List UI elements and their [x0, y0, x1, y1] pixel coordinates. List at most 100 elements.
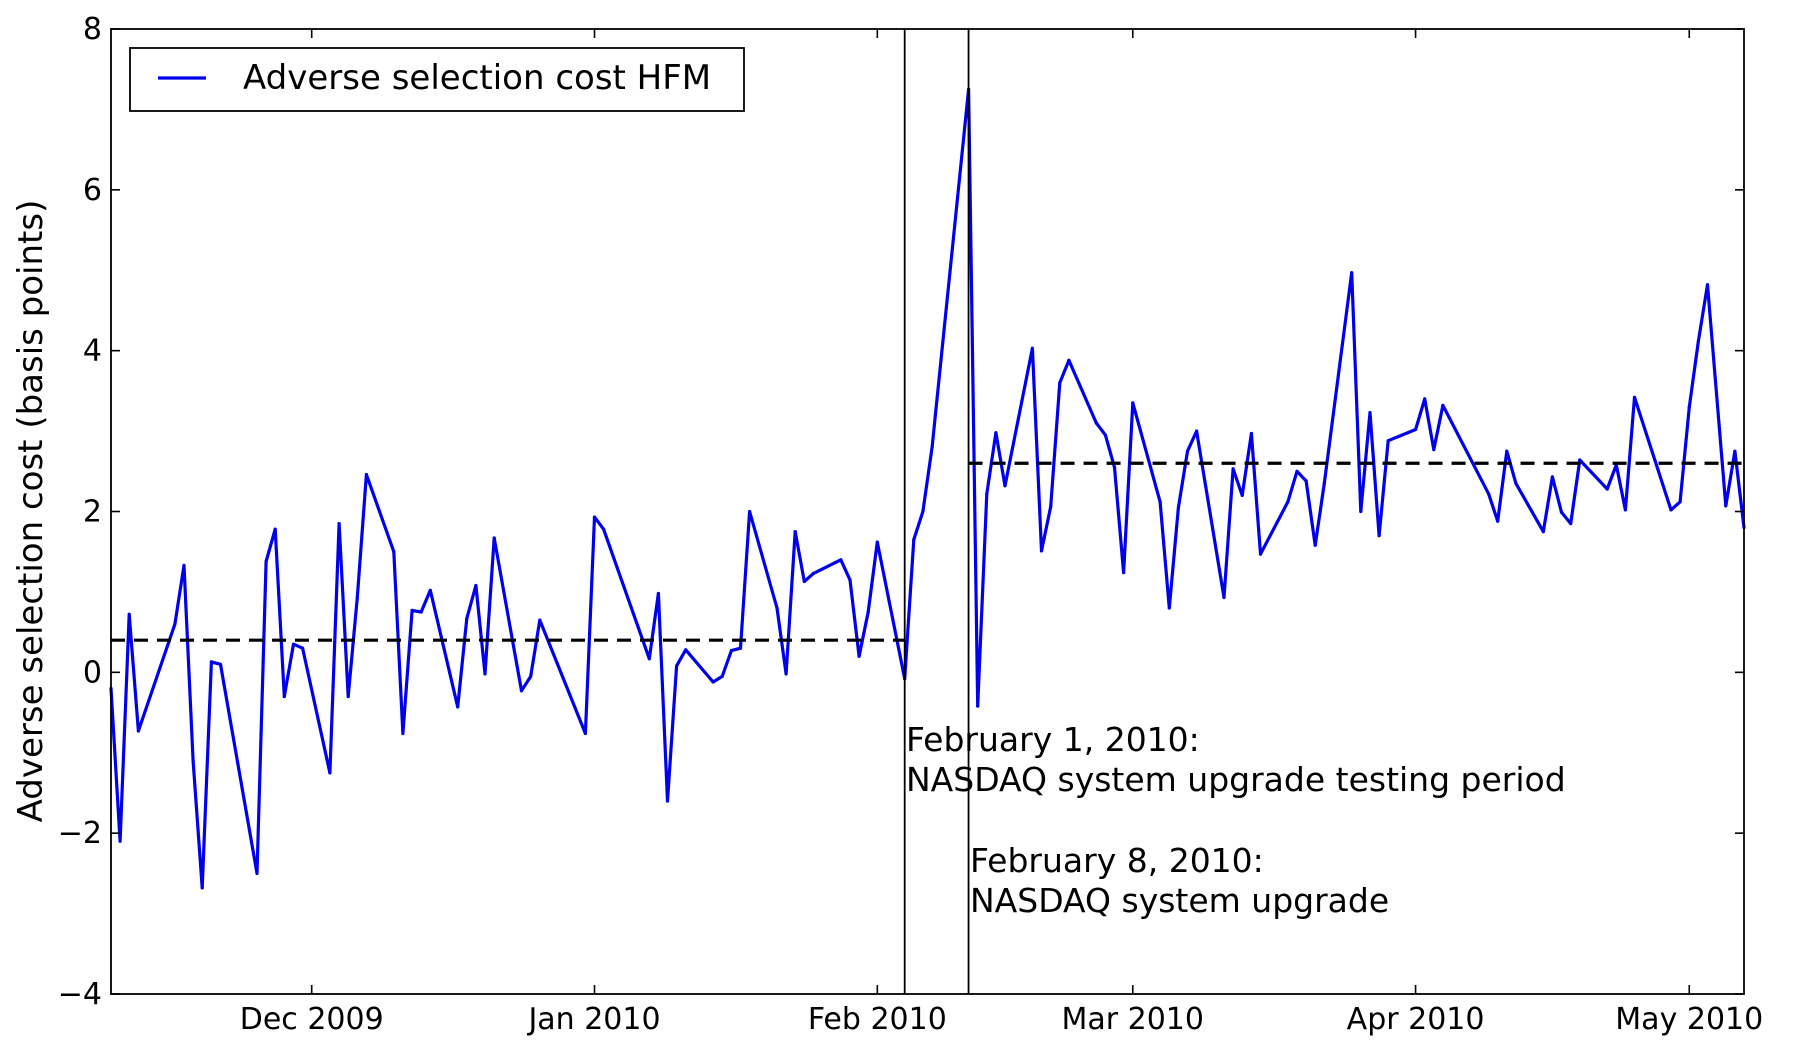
data-point — [1623, 508, 1627, 512]
data-point — [1687, 405, 1691, 409]
data-point — [930, 445, 934, 449]
legend: Adverse selection cost HFM — [129, 47, 745, 112]
data-point — [1039, 549, 1044, 553]
y-tick-label: −2 — [58, 816, 102, 851]
annotation-testing-period-title: February 1, 2010: — [906, 720, 1200, 759]
x-tick-label: Dec 2009 — [240, 1002, 384, 1037]
data-point — [1231, 467, 1235, 471]
data-point — [1094, 421, 1098, 425]
data-point — [729, 649, 734, 653]
data-point — [592, 515, 597, 519]
data-point — [1240, 493, 1244, 497]
x-tick-label: May 2010 — [1615, 1002, 1763, 1037]
data-point — [428, 588, 432, 592]
data-point — [1569, 522, 1573, 526]
data-point — [976, 704, 980, 708]
data-layer — [109, 87, 1746, 890]
data-point — [1377, 534, 1381, 538]
data-point — [811, 571, 816, 576]
data-point — [1514, 481, 1518, 485]
data-point — [748, 509, 752, 514]
data-point — [583, 731, 588, 736]
data-point — [346, 694, 350, 699]
data-point — [994, 431, 998, 435]
data-point — [1632, 395, 1637, 399]
data-point — [656, 591, 661, 596]
data-point — [301, 646, 305, 650]
x-tick-label: Mar 2010 — [1062, 1002, 1205, 1037]
data-point — [456, 705, 460, 709]
x-tick-label: Feb 2010 — [808, 1002, 947, 1037]
data-point — [492, 536, 496, 540]
reference-lines — [111, 29, 1744, 994]
data-point — [921, 509, 925, 514]
data-point — [1249, 431, 1253, 436]
data-point — [1322, 481, 1326, 485]
data-point — [1733, 449, 1737, 453]
data-point — [1359, 509, 1363, 514]
data-point — [848, 578, 852, 582]
y-tick-label: 6 — [83, 173, 102, 208]
data-point — [684, 648, 688, 652]
data-point — [793, 530, 797, 534]
data-point — [1158, 500, 1162, 504]
data-point — [1505, 449, 1509, 453]
data-point — [1496, 519, 1500, 523]
data-point — [1541, 530, 1545, 534]
data-point — [291, 642, 296, 646]
data-point — [1423, 397, 1427, 401]
data-point — [1003, 484, 1007, 488]
y-axis-label: Adverse selection cost (basis points) — [11, 200, 51, 823]
data-point — [1286, 500, 1290, 504]
data-point — [173, 622, 177, 626]
data-point — [519, 689, 524, 693]
data-point — [1605, 487, 1609, 491]
data-point — [1295, 469, 1299, 473]
data-point — [465, 616, 469, 621]
data-point — [410, 608, 414, 613]
data-point — [784, 672, 788, 676]
data-point — [1368, 411, 1372, 415]
data-point — [1550, 475, 1554, 479]
data-point — [1432, 448, 1436, 452]
data-point — [401, 731, 405, 736]
data-point — [1487, 492, 1491, 496]
data-point — [1112, 465, 1117, 469]
legend-box — [129, 47, 745, 112]
data-point — [273, 527, 277, 531]
data-point — [602, 527, 606, 531]
data-point — [218, 662, 223, 666]
data-point — [200, 886, 204, 890]
data-point — [1669, 508, 1673, 512]
x-tick-label: Apr 2010 — [1347, 1002, 1485, 1037]
data-point — [738, 646, 743, 650]
data-point — [1058, 381, 1062, 385]
data-point — [1167, 606, 1171, 610]
axis-ticks: −4 −2 0 2 4 6 8 Dec 2009 Jan 2010 Feb 2010 Mar 201… — [58, 12, 1763, 1037]
data-point — [118, 839, 122, 843]
y-tick-label: −4 — [58, 977, 102, 1012]
data-point — [1222, 595, 1226, 600]
data-point — [1103, 433, 1107, 437]
data-point — [337, 522, 341, 526]
x-tick-label: Jan 2010 — [526, 1002, 660, 1037]
data-point — [1559, 510, 1564, 514]
data-point — [474, 583, 478, 588]
data-point — [1067, 358, 1071, 362]
data-point — [1724, 504, 1728, 508]
data-point — [1414, 427, 1418, 432]
data-point — [364, 472, 368, 477]
data-point — [1304, 479, 1308, 483]
data-point — [711, 680, 715, 684]
y-tick-label: 2 — [83, 495, 102, 530]
data-point — [1578, 458, 1582, 462]
data-point — [875, 540, 879, 544]
data-point — [775, 606, 779, 610]
data-point — [675, 664, 679, 668]
data-point — [264, 559, 268, 564]
annotation-system-upgrade-label: NASDAQ system upgrade — [970, 881, 1389, 920]
data-point — [355, 595, 359, 600]
data-point — [529, 674, 533, 679]
